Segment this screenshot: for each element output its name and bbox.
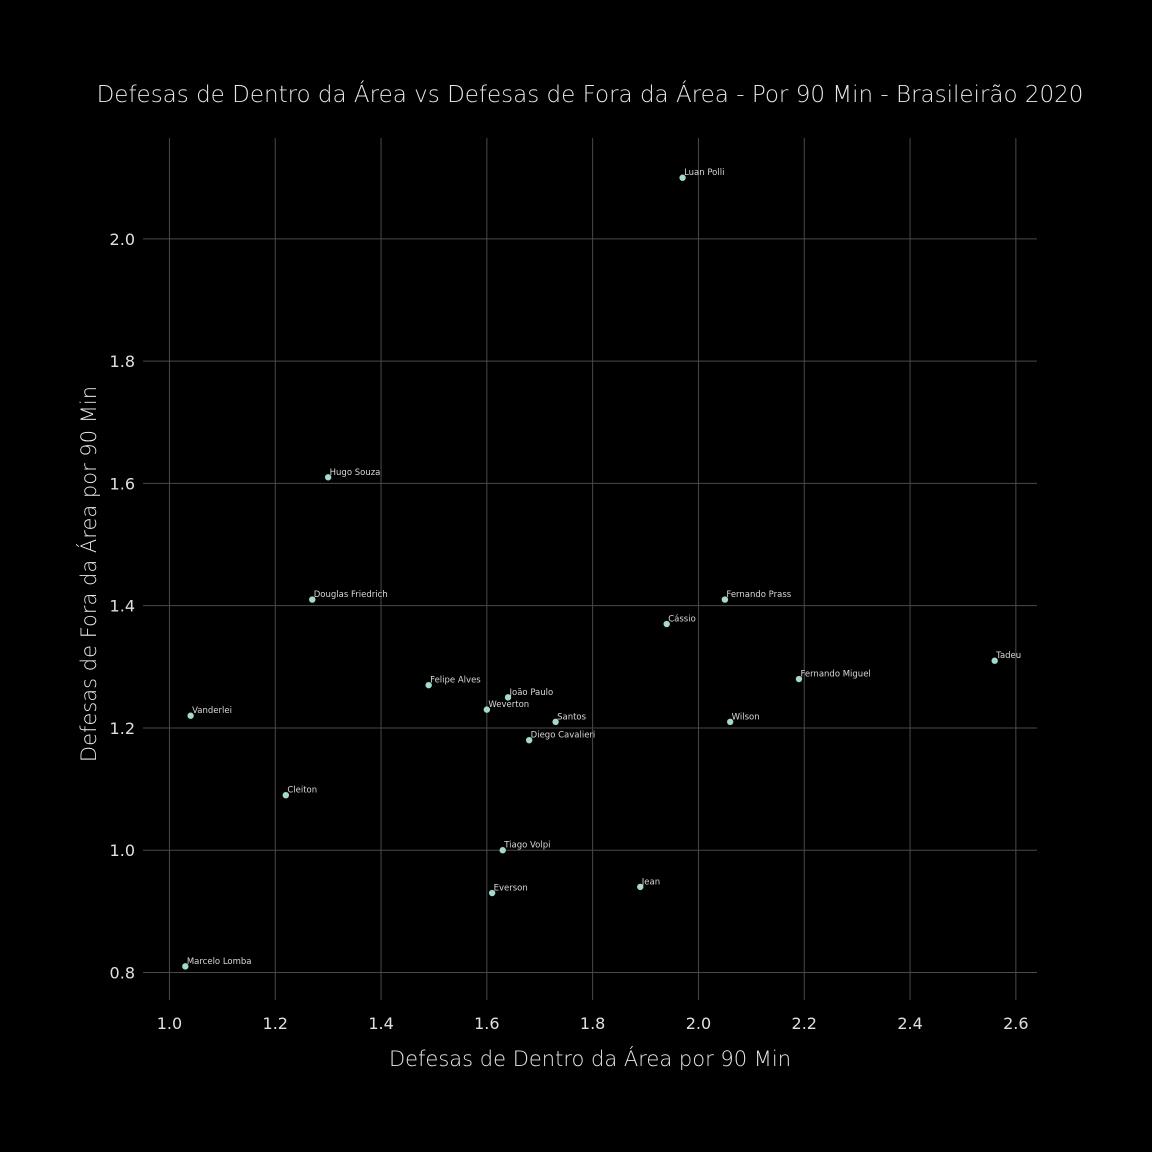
- data-point: [499, 847, 506, 854]
- data-point-label: João Paulo: [509, 688, 554, 698]
- data-point-label: Wilson: [732, 712, 760, 722]
- data-point-label: Diego Cavalieri: [531, 731, 596, 741]
- data-point-label: Cássio: [668, 615, 696, 625]
- x-tick-label: 1.8: [580, 1014, 605, 1033]
- data-point-label: Marcelo Lomba: [187, 957, 252, 967]
- x-tick-label: 1.2: [263, 1014, 288, 1033]
- data-point: [182, 963, 189, 970]
- data-point-label: Fernando Prass: [726, 590, 791, 600]
- x-tick-label: 2.2: [792, 1014, 817, 1033]
- y-tick-label: 1.4: [110, 597, 135, 616]
- data-point-label: Jean: [641, 877, 660, 887]
- data-point: [721, 596, 729, 603]
- y-tick-label: 0.8: [110, 963, 135, 982]
- x-tick-label: 2.6: [1003, 1014, 1028, 1033]
- x-tick-label: 1.6: [474, 1014, 499, 1033]
- data-point: [504, 694, 512, 701]
- data-point: [663, 620, 670, 628]
- data-point: [324, 474, 332, 481]
- data-point-label: Weverton: [488, 700, 529, 710]
- data-point-label: Douglas Friedrich: [314, 590, 388, 600]
- data-point: [637, 883, 644, 891]
- data-point: [795, 675, 803, 683]
- x-tick-label: 1.0: [157, 1014, 182, 1033]
- data-point: [679, 174, 686, 181]
- y-axis-label: Defesas de Fora da Área por 90 Min: [76, 386, 101, 762]
- y-tick-label: 1.8: [110, 352, 135, 371]
- y-axis-ticks: 0.8 1.0 1.2 1.4 1.6 1.8 2.0: [110, 230, 135, 983]
- y-tick-label: 1.2: [110, 719, 135, 738]
- data-point: [425, 681, 432, 689]
- data-point: [282, 791, 290, 799]
- data-point: [991, 657, 998, 664]
- data-point: [483, 706, 491, 713]
- x-axis-label: Defesas de Dentro da Área por 90 Min: [389, 1046, 791, 1071]
- data-point-label: Luan Polli: [684, 168, 724, 178]
- data-point-label: Cleiton: [287, 786, 317, 796]
- x-tick-label: 2.4: [897, 1014, 922, 1033]
- chart-title: Defesas de Dentro da Área vs Defesas de …: [97, 80, 1084, 108]
- grid: [143, 138, 1037, 1000]
- data-point-label: Vanderlei: [192, 706, 232, 716]
- data-point: [726, 718, 734, 726]
- y-tick-label: 1.6: [110, 474, 135, 493]
- data-point-label: Santos: [557, 712, 587, 722]
- x-tick-label: 1.4: [368, 1014, 393, 1033]
- y-tick-label: 2.0: [110, 230, 135, 249]
- data-point: [309, 596, 316, 603]
- data-point-label: Felipe Alves: [430, 676, 481, 686]
- data-point: [525, 736, 533, 744]
- data-point-label: Everson: [494, 884, 528, 894]
- data-point-label: Hugo Souza: [330, 468, 381, 478]
- data-points: Luan Polli Hugo Souza Douglas Friedrich Fer…: [182, 168, 1021, 970]
- x-tick-label: 2.0: [686, 1014, 711, 1033]
- data-point-label: Tadeu: [995, 651, 1021, 661]
- data-point: [187, 712, 194, 719]
- x-axis-ticks: 1.0 1.2 1.4 1.6 1.8 2.0 2.2 2.4 2.6: [157, 1014, 1029, 1033]
- y-tick-label: 1.0: [110, 841, 135, 860]
- data-point: [488, 889, 496, 897]
- data-point-label: Fernando Miguel: [800, 670, 870, 680]
- data-point: [552, 718, 559, 726]
- data-point-label: Tiago Volpi: [503, 841, 550, 851]
